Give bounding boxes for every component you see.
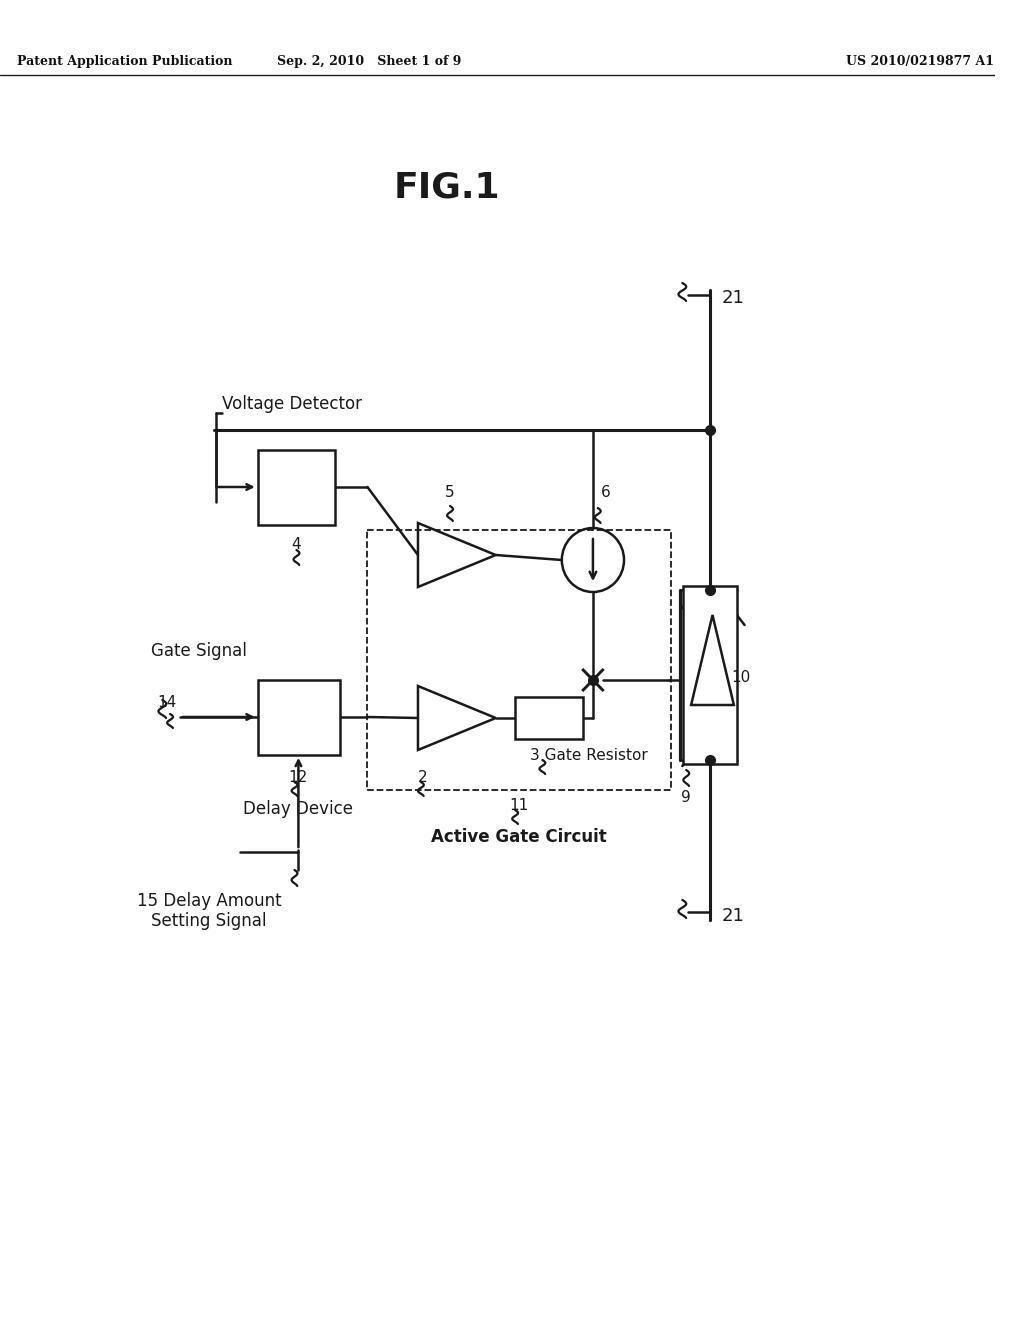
Bar [258, 450, 335, 525]
Text: 21: 21 [721, 907, 744, 925]
Text: 15 Delay Amount: 15 Delay Amount [136, 892, 282, 909]
Text: Setting Signal: Setting Signal [152, 912, 266, 931]
Bar [258, 680, 340, 755]
Text: Gate Signal: Gate Signal [151, 642, 247, 660]
Text: FIG.1: FIG.1 [394, 170, 501, 205]
Text: Patent Application Publication: Patent Application Publication [17, 55, 233, 69]
Text: US 2010/0219877 A1: US 2010/0219877 A1 [846, 55, 993, 69]
Text: Delay Device: Delay Device [244, 800, 353, 818]
Text: 14: 14 [158, 696, 177, 710]
Text: 10: 10 [731, 669, 751, 685]
Bar [368, 531, 671, 789]
Text: 6: 6 [601, 484, 610, 500]
Text: 4: 4 [292, 537, 301, 552]
Bar [683, 586, 737, 764]
Text: Voltage Detector: Voltage Detector [221, 395, 361, 413]
Bar [515, 697, 584, 739]
Text: 9: 9 [681, 789, 691, 805]
Text: 2: 2 [418, 770, 428, 785]
Text: Sep. 2, 2010   Sheet 1 of 9: Sep. 2, 2010 Sheet 1 of 9 [278, 55, 462, 69]
Text: 12: 12 [289, 770, 308, 785]
Text: 11: 11 [509, 799, 528, 813]
Text: Active Gate Circuit: Active Gate Circuit [431, 828, 607, 846]
Text: 3 Gate Resistor: 3 Gate Resistor [529, 748, 647, 763]
Text: 5: 5 [445, 484, 455, 500]
Text: 21: 21 [721, 289, 744, 308]
